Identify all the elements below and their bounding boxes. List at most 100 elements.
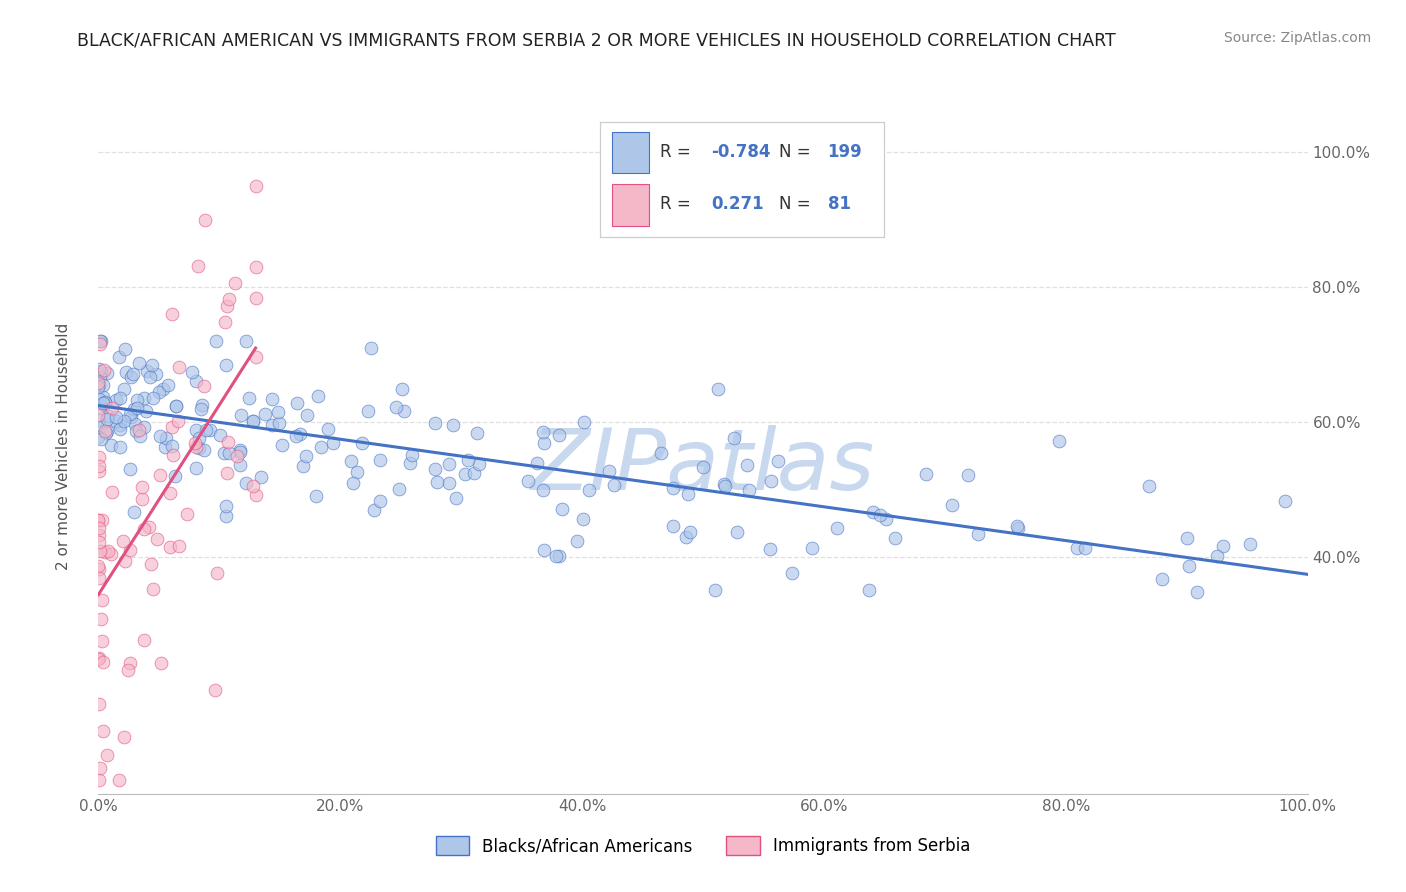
Point	[165, 400, 187, 414]
Point	[141, 358, 163, 372]
Point	[550, 502, 572, 516]
Point	[704, 583, 727, 598]
Point	[87, 408, 110, 422]
Point	[115, 365, 138, 379]
Point	[368, 452, 391, 467]
Point	[91, 401, 114, 415]
Legend: Blacks/African Americans, Immigrants from Serbia: Blacks/African Americans, Immigrants fro…	[429, 830, 977, 862]
Point	[87, 513, 110, 527]
Point	[342, 475, 364, 490]
Point	[114, 414, 136, 428]
Point	[1178, 559, 1201, 574]
Point	[212, 446, 235, 460]
Point	[149, 656, 172, 670]
Point	[89, 419, 111, 434]
Point	[517, 475, 540, 489]
Point	[87, 450, 110, 464]
Point	[692, 459, 714, 474]
Point	[122, 505, 145, 519]
Point	[104, 392, 127, 407]
Point	[188, 431, 211, 445]
Point	[87, 412, 110, 426]
Point	[260, 417, 283, 432]
Point	[129, 429, 152, 443]
Point	[388, 482, 411, 496]
Point	[676, 486, 699, 500]
Point	[87, 561, 110, 575]
Point	[91, 390, 114, 404]
Point	[97, 409, 120, 423]
Point	[87, 392, 110, 407]
Point	[533, 436, 555, 450]
Point	[603, 478, 626, 492]
Point	[89, 571, 111, 585]
Point	[571, 512, 593, 526]
Point	[1066, 541, 1088, 556]
Point	[884, 532, 907, 546]
Point	[967, 527, 990, 541]
Point	[149, 429, 172, 443]
Point	[90, 364, 112, 378]
Point	[96, 426, 118, 441]
Point	[713, 476, 735, 491]
Point	[531, 425, 554, 440]
Point	[825, 520, 848, 534]
Point	[118, 657, 141, 671]
Point	[307, 389, 329, 403]
Point	[260, 392, 283, 406]
Point	[363, 502, 385, 516]
Point	[184, 424, 207, 438]
Point	[87, 378, 110, 392]
Text: Source: ZipAtlas.com: Source: ZipAtlas.com	[1223, 31, 1371, 45]
Point	[437, 457, 460, 471]
Point	[152, 382, 174, 396]
Point	[267, 416, 290, 430]
Point	[122, 368, 145, 382]
Point	[87, 651, 110, 665]
Point	[713, 479, 735, 493]
Point	[235, 475, 257, 490]
Point	[725, 525, 748, 540]
Point	[309, 440, 332, 454]
Point	[127, 393, 149, 408]
Point	[117, 663, 139, 677]
Point	[160, 440, 183, 454]
Point	[360, 341, 382, 355]
Point	[229, 458, 252, 472]
Point	[598, 463, 620, 477]
Point	[142, 391, 165, 405]
Point	[90, 432, 112, 446]
Point	[401, 448, 423, 462]
Point	[914, 467, 936, 481]
Point	[120, 369, 142, 384]
Point	[1187, 585, 1209, 599]
Point	[184, 460, 207, 475]
Point	[875, 512, 897, 526]
Text: BLACK/AFRICAN AMERICAN VS IMMIGRANTS FROM SERBIA 2 OR MORE VEHICLES IN HOUSEHOLD: BLACK/AFRICAN AMERICAN VS IMMIGRANTS FRO…	[77, 31, 1116, 49]
Point	[141, 582, 163, 597]
Point	[544, 549, 567, 563]
Point	[135, 404, 157, 418]
Point	[167, 414, 190, 428]
Point	[287, 396, 309, 410]
Point	[1047, 434, 1070, 449]
Point	[162, 420, 184, 434]
Point	[340, 454, 363, 468]
Point	[108, 417, 131, 432]
Point	[96, 424, 118, 438]
Point	[90, 593, 112, 607]
Point	[184, 436, 207, 450]
Point	[108, 350, 131, 364]
Point	[89, 527, 111, 541]
Point	[245, 178, 267, 193]
Point	[1139, 479, 1161, 493]
Point	[662, 481, 685, 495]
Point	[90, 334, 112, 349]
Point	[87, 514, 110, 528]
Point	[114, 554, 136, 568]
Point	[249, 470, 271, 484]
Point	[159, 540, 181, 554]
Point	[128, 356, 150, 370]
Point	[285, 429, 308, 443]
Point	[399, 457, 422, 471]
